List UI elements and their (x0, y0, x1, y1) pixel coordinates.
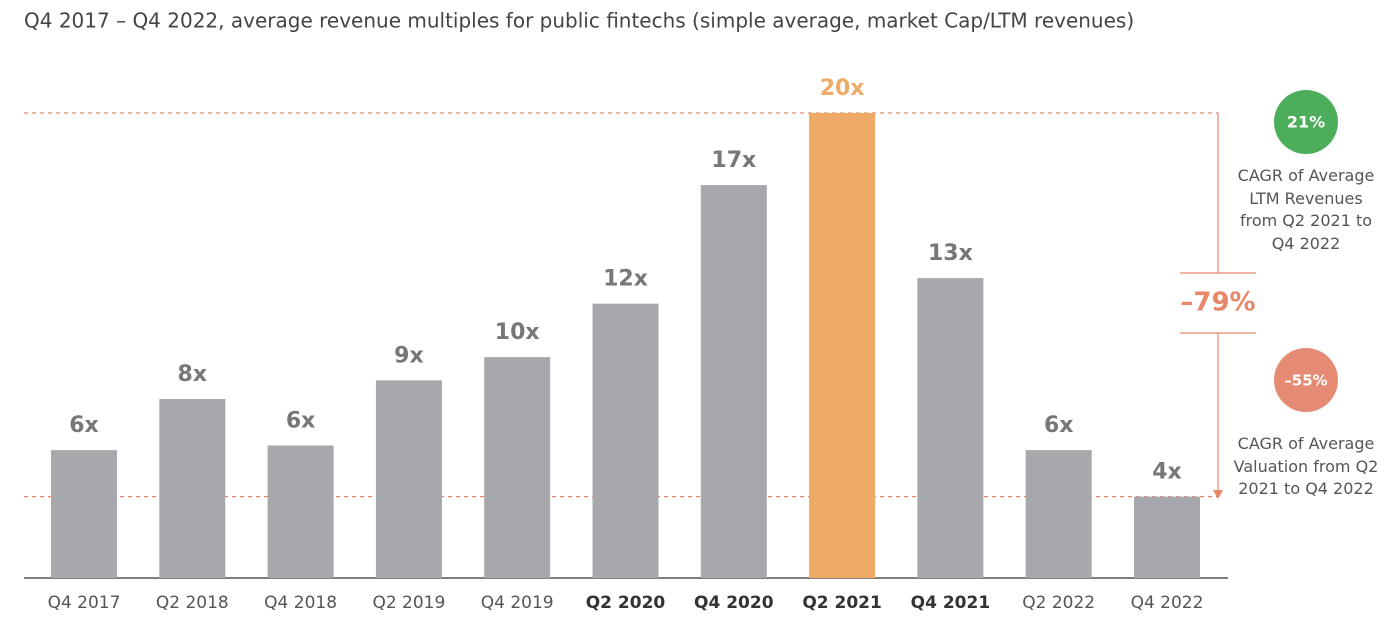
x-tick-label: Q4 2018 (264, 593, 337, 613)
value-label: 10x (495, 320, 540, 345)
x-tick-label: Q2 2022 (1022, 593, 1095, 613)
value-label: 4x (1152, 460, 1182, 485)
value-label: 6x (69, 413, 99, 438)
badge (1274, 348, 1338, 412)
bar (700, 185, 767, 578)
revenue-cagr-label: CAGR of Average LTM Revenues from Q2 202… (1237, 166, 1375, 253)
x-tick-label: Q2 2020 (586, 593, 666, 613)
bar (484, 357, 551, 578)
x-tick-label: Q2 2021 (802, 593, 882, 613)
bar (159, 398, 226, 578)
x-tick-label: Q2 2018 (156, 593, 229, 613)
value-label: 6x (1044, 413, 1074, 438)
bar (592, 303, 659, 578)
badge (1274, 90, 1338, 154)
bar (917, 278, 984, 578)
bar (51, 450, 117, 578)
bar (1025, 450, 1092, 578)
value-label: 9x (394, 343, 424, 368)
value-label: 8x (178, 362, 208, 387)
value-label: 6x (286, 408, 316, 433)
x-tick-label: Q4 2017 (48, 593, 121, 613)
x-tick-label: Q2 2019 (372, 593, 445, 613)
value-label: 20x (820, 76, 865, 101)
bar (809, 113, 876, 578)
value-label: 12x (603, 267, 648, 292)
revenue-cagr: 21% (1287, 113, 1325, 132)
valuation-cagr: –55% (1284, 372, 1327, 390)
valuation-cagr-label: CAGR of Average Valuation from Q2 2021 t… (1233, 434, 1379, 498)
value-label: 17x (711, 148, 756, 173)
x-tick-label: Q4 2022 (1131, 593, 1204, 613)
bar (267, 445, 334, 578)
x-tick-label: Q4 2020 (694, 593, 774, 613)
x-tick-label: Q4 2019 (481, 593, 554, 613)
x-tick-label: Q4 2021 (911, 593, 991, 613)
bar (1134, 496, 1200, 578)
value-label: 13x (928, 241, 973, 266)
arrow-head (1213, 490, 1223, 499)
chart-title: Q4 2017 – Q4 2022, average revenue multi… (24, 9, 1134, 33)
total-change: –79% (1180, 288, 1255, 318)
bar (375, 380, 442, 578)
